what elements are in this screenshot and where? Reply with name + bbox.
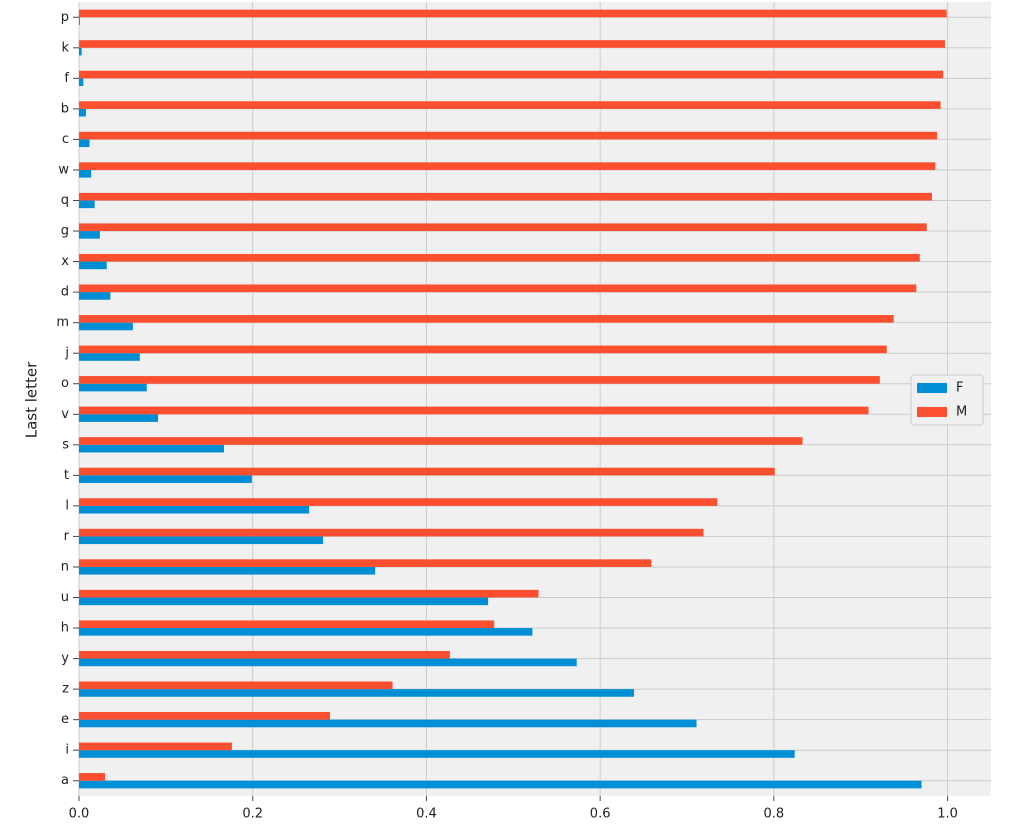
legend-swatch bbox=[917, 407, 947, 417]
bar bbox=[79, 292, 111, 300]
y-tick-label: l bbox=[65, 498, 69, 513]
bar bbox=[79, 200, 95, 209]
y-tick-label: m bbox=[56, 315, 69, 330]
bar bbox=[79, 589, 539, 598]
legend-label: F bbox=[956, 381, 963, 396]
x-tick-label: 0.0 bbox=[69, 807, 90, 822]
bar bbox=[79, 131, 938, 140]
y-tick-label: h bbox=[61, 621, 69, 636]
x-tick-label: 1.0 bbox=[937, 807, 958, 822]
y-tick-label: p bbox=[61, 10, 69, 25]
plot-area bbox=[79, 2, 991, 796]
y-tick-label: x bbox=[61, 254, 69, 269]
y-tick-label: f bbox=[64, 71, 69, 86]
y-tick-label: v bbox=[61, 407, 69, 422]
bar bbox=[79, 192, 932, 201]
bar bbox=[79, 253, 920, 262]
bar bbox=[79, 322, 133, 331]
bar bbox=[79, 689, 635, 697]
y-tick-label: s bbox=[62, 437, 69, 452]
y-tick-label: t bbox=[64, 468, 69, 483]
x-tick-label: 0.4 bbox=[416, 807, 437, 822]
bar bbox=[79, 17, 80, 25]
bar bbox=[79, 719, 697, 728]
bar bbox=[79, 284, 917, 293]
y-tick-label: a bbox=[61, 773, 69, 788]
bar bbox=[79, 742, 232, 751]
y-tick-label: z bbox=[62, 682, 69, 697]
bar bbox=[79, 681, 393, 690]
bar bbox=[79, 414, 159, 422]
bar bbox=[79, 70, 944, 79]
y-tick-label: u bbox=[61, 590, 69, 605]
y-tick-label: y bbox=[61, 651, 69, 666]
y-tick-label: i bbox=[65, 743, 69, 758]
y-tick-label: b bbox=[61, 101, 69, 116]
bar bbox=[79, 712, 331, 720]
y-tick-label: d bbox=[61, 285, 69, 300]
bar bbox=[79, 597, 489, 606]
y-tick-label: q bbox=[61, 193, 69, 208]
bar bbox=[79, 650, 450, 659]
y-tick-label: g bbox=[61, 224, 69, 239]
bar bbox=[79, 261, 107, 270]
x-tick-label: 0.8 bbox=[764, 807, 785, 822]
bar bbox=[79, 40, 945, 48]
bar bbox=[79, 376, 880, 384]
x-tick-label: 0.2 bbox=[242, 807, 263, 822]
bar bbox=[79, 101, 941, 109]
bar bbox=[79, 467, 775, 476]
bar bbox=[79, 505, 310, 514]
bar bbox=[79, 108, 86, 117]
bar bbox=[79, 750, 795, 758]
y-tick-label: e bbox=[61, 712, 69, 727]
bar bbox=[79, 345, 887, 354]
legend-label: M bbox=[956, 405, 967, 420]
bar bbox=[79, 162, 936, 170]
bar bbox=[79, 498, 718, 506]
bar bbox=[79, 47, 82, 56]
y-axis-label: Last letter bbox=[23, 361, 41, 438]
bar bbox=[79, 383, 147, 392]
y-tick-label: c bbox=[62, 132, 69, 147]
legend-swatch bbox=[917, 383, 947, 393]
bar bbox=[79, 773, 106, 781]
bar bbox=[79, 169, 92, 178]
bar bbox=[79, 536, 324, 545]
y-tick-label: w bbox=[58, 162, 69, 177]
y-tick-label: j bbox=[64, 346, 69, 361]
bar bbox=[79, 406, 869, 415]
bar bbox=[79, 78, 84, 86]
bar bbox=[79, 559, 652, 567]
legend-box bbox=[910, 374, 984, 426]
bar bbox=[79, 223, 927, 232]
y-tick-label: n bbox=[61, 559, 69, 574]
bar bbox=[79, 566, 376, 575]
bar bbox=[79, 437, 803, 445]
y-tick-label: k bbox=[61, 40, 69, 55]
bar bbox=[79, 620, 495, 629]
bar bbox=[79, 231, 100, 239]
y-tick-label: r bbox=[64, 529, 70, 544]
y-tick-label: o bbox=[61, 376, 69, 391]
bar bbox=[79, 528, 704, 537]
bar bbox=[79, 780, 922, 789]
bar bbox=[79, 628, 533, 636]
bar bbox=[79, 315, 894, 323]
x-tick-label: 0.6 bbox=[590, 807, 611, 822]
bar bbox=[79, 353, 140, 361]
bar bbox=[79, 139, 90, 148]
bar bbox=[79, 444, 225, 453]
bar bbox=[79, 9, 947, 18]
bar bbox=[79, 475, 252, 483]
bar bbox=[79, 658, 577, 667]
